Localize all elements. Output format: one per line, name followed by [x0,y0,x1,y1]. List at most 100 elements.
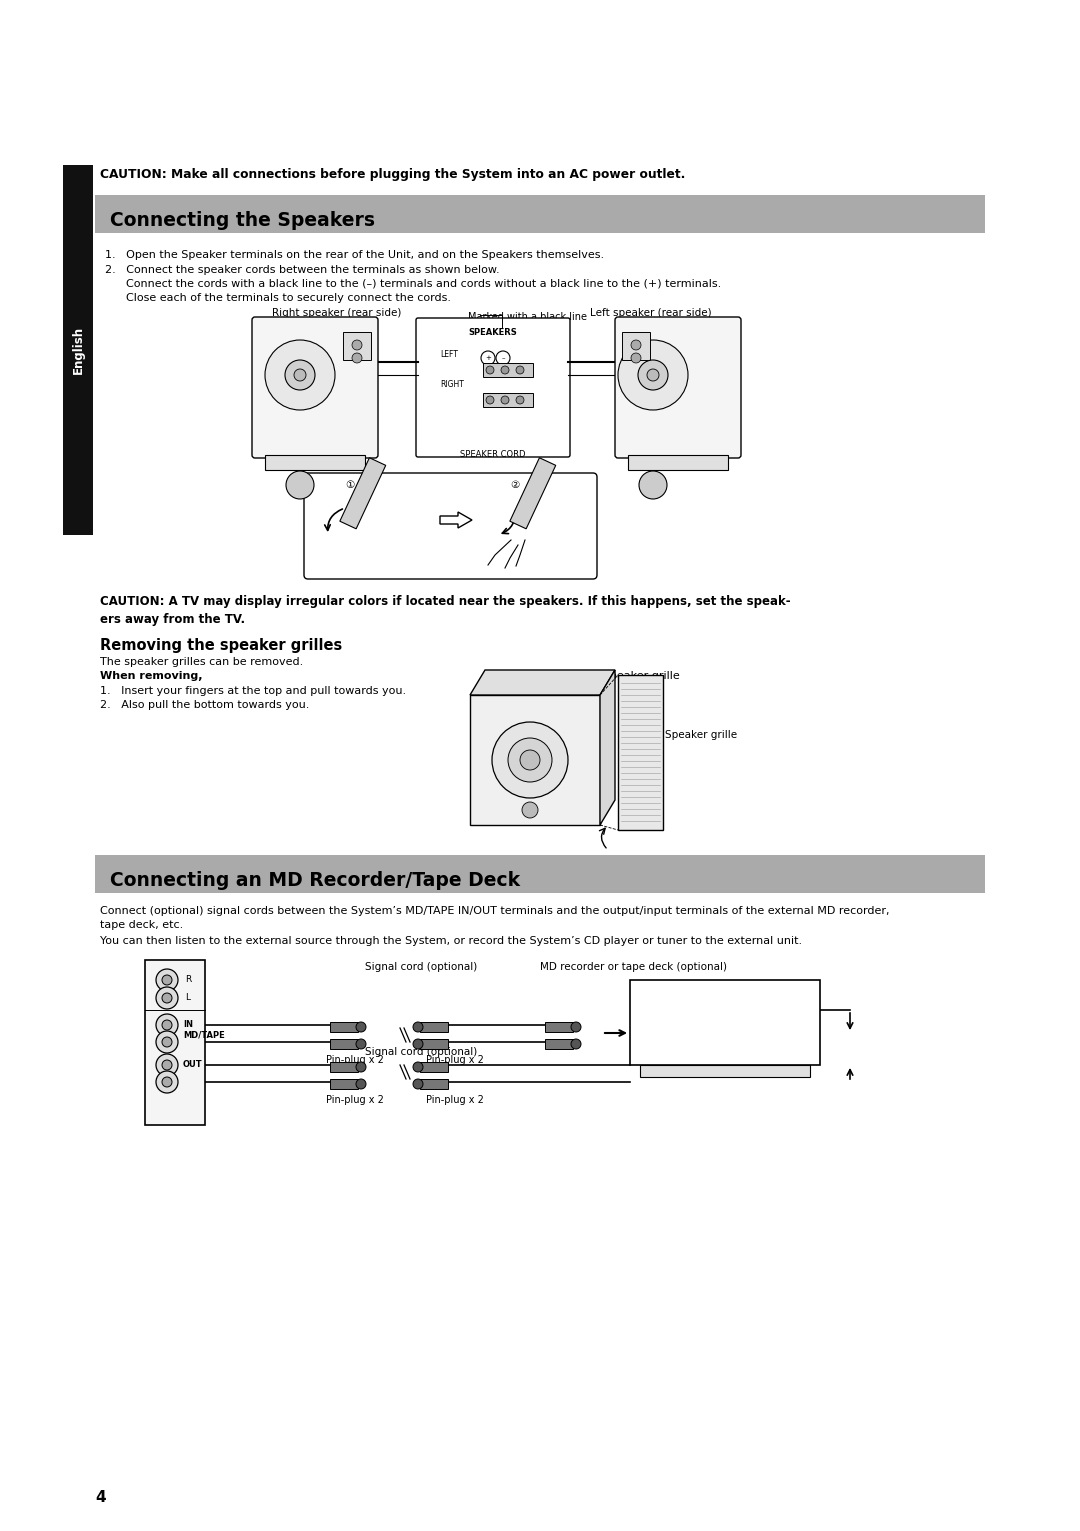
Bar [545,1023,573,1032]
Circle shape [162,975,172,984]
Bar [330,1040,357,1049]
Circle shape [352,354,362,363]
Text: Close each of the terminals to securely connect the cords.: Close each of the terminals to securely … [105,292,451,303]
Text: Signal cord (optional): Signal cord (optional) [365,1047,477,1056]
Text: You can then listen to the external source through the System, or record the Sys: You can then listen to the external sour… [100,935,802,946]
Text: SPEAKERS: SPEAKERS [469,328,517,337]
Text: 2.   Connect the speaker cords between the terminals as shown below.: 2. Connect the speaker cords between the… [105,265,500,276]
Text: Connect the cords with a black line to the (–) terminals and cords without a bla: Connect the cords with a black line to t… [105,279,721,289]
Text: The speaker grilles can be removed.: The speaker grilles can be removed. [100,657,303,668]
Circle shape [501,397,509,404]
Circle shape [265,340,335,410]
Circle shape [156,987,178,1009]
Polygon shape [440,511,472,528]
Bar [95,194,985,233]
Text: ers away from the TV.: ers away from the TV. [100,612,245,626]
Text: Pin-plug x 2: Pin-plug x 2 [326,1095,383,1105]
Bar [483,363,534,377]
Circle shape [522,802,538,818]
Circle shape [413,1079,423,1089]
Bar [545,1040,573,1049]
Circle shape [162,994,172,1003]
Text: ②: ② [511,481,519,490]
Text: 1.   Insert your fingers at the top and pull towards you.: 1. Insert your fingers at the top and pu… [100,686,406,697]
Text: When attaching the speaker grille: When attaching the speaker grille [490,671,679,681]
Bar [420,1023,448,1032]
Text: Connect (optional) signal cords between the System’s MD/TAPE IN/OUT terminals an: Connect (optional) signal cords between … [100,906,890,916]
FancyBboxPatch shape [303,473,597,579]
Circle shape [508,738,552,782]
Circle shape [162,1020,172,1030]
Bar [420,1040,448,1049]
Bar [330,1063,357,1072]
Polygon shape [470,671,615,695]
Circle shape [413,1023,423,1032]
Bar [145,960,205,1125]
Circle shape [519,750,540,770]
Circle shape [647,369,659,381]
Polygon shape [510,458,556,528]
Circle shape [156,969,178,991]
Circle shape [162,1059,172,1070]
Text: +: + [485,355,491,361]
Text: tape deck, etc.: tape deck, etc. [100,920,184,929]
Text: MD recorder or tape deck (optional): MD recorder or tape deck (optional) [540,961,727,972]
Circle shape [516,397,524,404]
Text: Connecting an MD Recorder/Tape Deck: Connecting an MD Recorder/Tape Deck [110,871,521,890]
Circle shape [413,1063,423,1072]
Text: Left speaker (rear side): Left speaker (rear side) [590,308,712,318]
Text: 4: 4 [95,1490,106,1505]
Circle shape [501,366,509,374]
Circle shape [571,1040,581,1049]
Circle shape [356,1063,366,1072]
Bar [265,455,365,470]
Polygon shape [618,675,663,830]
Text: SPEAKER CORD: SPEAKER CORD [460,450,526,459]
Text: Pin-plug x 2: Pin-plug x 2 [427,1095,484,1105]
Circle shape [413,1040,423,1049]
Text: ①: ① [346,481,354,490]
Bar [63,165,93,534]
Circle shape [486,366,494,374]
Text: Pin-plug x 2: Pin-plug x 2 [427,1055,484,1066]
Text: IN: IN [183,1020,193,1029]
Text: CAUTION: A TV may display irregular colors if located near the speakers. If this: CAUTION: A TV may display irregular colo… [100,596,791,608]
Text: English: English [71,326,84,374]
Circle shape [481,351,495,364]
Text: Pin-plug x 2: Pin-plug x 2 [326,1055,383,1066]
Bar [330,1079,357,1089]
Bar [420,1063,448,1072]
Circle shape [486,397,494,404]
Bar [483,393,534,407]
Bar [622,332,650,360]
FancyBboxPatch shape [252,317,378,458]
Text: –: – [501,355,504,361]
Text: RIGHT: RIGHT [440,380,464,389]
Circle shape [492,723,568,798]
FancyBboxPatch shape [615,317,741,458]
Bar [95,854,985,893]
Circle shape [156,1072,178,1093]
Text: CAUTION: Make all connections before plugging the System into an AC power outlet: CAUTION: Make all connections before plu… [100,168,686,181]
Text: Marked with a black line: Marked with a black line [468,312,588,322]
Circle shape [156,1014,178,1036]
Circle shape [618,340,688,410]
Text: L: L [185,994,190,1003]
Circle shape [156,1030,178,1053]
Circle shape [156,1053,178,1076]
Circle shape [631,340,642,351]
Circle shape [356,1040,366,1049]
Text: LEFT: LEFT [440,351,458,358]
Circle shape [162,1076,172,1087]
Bar [627,455,728,470]
Circle shape [286,472,314,499]
Text: Signal cord (optional): Signal cord (optional) [365,961,477,972]
Circle shape [496,351,510,364]
Bar [343,332,372,360]
Text: 2.   Also pull the bottom towards you.: 2. Also pull the bottom towards you. [100,700,309,710]
FancyBboxPatch shape [416,318,570,456]
Circle shape [352,340,362,351]
Circle shape [638,360,669,390]
Text: When removing,: When removing, [100,671,203,681]
Text: R: R [185,975,191,984]
